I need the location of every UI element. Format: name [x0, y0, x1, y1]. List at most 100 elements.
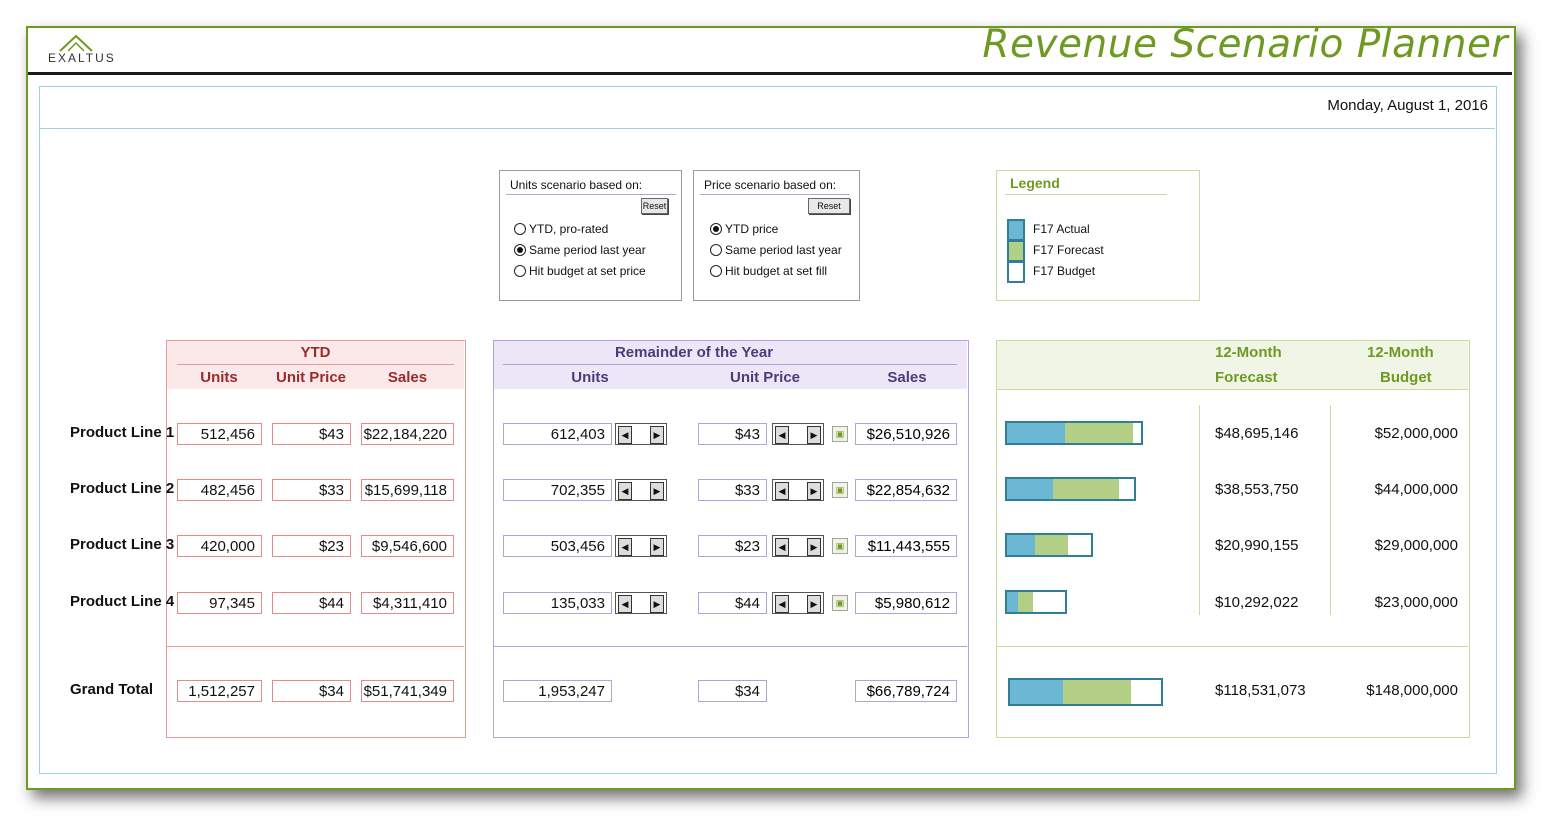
ytd-units-cell: 1,512,257 — [177, 680, 262, 702]
divider — [503, 364, 957, 365]
ytd-unit-price-cell: $43 — [272, 423, 351, 445]
spin-decrease-icon[interactable]: ◀ — [775, 538, 789, 556]
forecast-bar — [1005, 533, 1093, 557]
forecast-bar — [1005, 421, 1143, 445]
remainder-unit-price-input[interactable]: $43 — [698, 423, 767, 445]
budget-header-line1: 12-Month — [1367, 344, 1434, 361]
units-scenario-title: Units scenario based on: — [510, 178, 643, 192]
radio-selected-icon[interactable] — [514, 244, 526, 256]
remainder-units-input[interactable]: 503,456 — [503, 535, 612, 557]
units-stepper[interactable]: ◀ ▶ — [615, 479, 667, 501]
forecast-bar — [1005, 477, 1136, 501]
units-option-same-period[interactable]: Same period last year — [514, 241, 646, 259]
product-line-label: Product Line 3 — [70, 536, 175, 553]
divider — [1005, 194, 1167, 195]
lock-icon[interactable]: ▣ — [832, 538, 848, 554]
units-stepper[interactable]: ◀ ▶ — [615, 592, 667, 614]
forecast-value: $118,531,073 — [1215, 682, 1306, 699]
remainder-units-input[interactable]: 612,403 — [503, 423, 612, 445]
forecast-value: $38,553,750 — [1215, 481, 1299, 498]
units-stepper[interactable]: ◀ ▶ — [615, 535, 667, 557]
price-stepper[interactable]: ◀ ▶ — [772, 479, 824, 501]
actual-bar-fill — [1007, 479, 1053, 499]
remainder-units-header: Units — [571, 369, 609, 386]
remainder-sales-cell: $66,789,724 — [855, 680, 957, 702]
units-reset-button[interactable]: Reset — [641, 198, 668, 214]
remainder-unit-price-input[interactable]: $23 — [698, 535, 767, 557]
spin-decrease-icon[interactable]: ◀ — [618, 538, 632, 556]
spin-increase-icon[interactable]: ▶ — [807, 595, 821, 613]
ytd-unit-price-cell: $34 — [272, 680, 351, 702]
price-reset-button[interactable]: Reset — [808, 198, 850, 214]
forecast-value: $48,695,146 — [1215, 425, 1299, 442]
divider — [997, 389, 1468, 390]
lock-icon[interactable]: ▣ — [832, 595, 848, 611]
budget-value: $44,000,000 — [1374, 481, 1458, 498]
legend-label-actual: F17 Actual — [1033, 222, 1090, 236]
forecast-bar-fill — [1053, 479, 1119, 499]
forecast-header-line1: 12-Month — [1215, 344, 1282, 361]
spin-decrease-icon[interactable]: ◀ — [775, 482, 789, 500]
price-option-same-period[interactable]: Same period last year — [710, 241, 842, 259]
spin-increase-icon[interactable]: ▶ — [807, 538, 821, 556]
spin-increase-icon[interactable]: ▶ — [650, 595, 664, 613]
spin-decrease-icon[interactable]: ◀ — [618, 426, 632, 444]
budget-value: $148,000,000 — [1366, 682, 1458, 699]
spin-increase-icon[interactable]: ▶ — [807, 426, 821, 444]
ytd-sales-cell: $9,546,600 — [361, 535, 454, 557]
spin-decrease-icon[interactable]: ◀ — [618, 482, 632, 500]
content-panel — [39, 86, 1497, 774]
product-line-label: Product Line 1 — [70, 424, 175, 441]
units-scenario-panel: Units scenario based on: Reset YTD, pro-… — [499, 170, 682, 301]
remainder-sales-cell: $22,854,632 — [855, 479, 957, 501]
remainder-unit-price-input[interactable]: $33 — [698, 479, 767, 501]
current-date: Monday, August 1, 2016 — [1327, 97, 1488, 114]
units-option-ytd-prorated[interactable]: YTD, pro-rated — [514, 220, 608, 238]
ytd-unit-price-cell: $33 — [272, 479, 351, 501]
logo-mark-icon — [59, 34, 93, 52]
option-label: Same period last year — [529, 243, 646, 257]
budget-header-line2: Budget — [1380, 369, 1432, 386]
spin-increase-icon[interactable]: ▶ — [650, 426, 664, 444]
remainder-unit-price-input[interactable]: $44 — [698, 592, 767, 614]
column-divider — [1330, 405, 1331, 615]
spin-increase-icon[interactable]: ▶ — [807, 482, 821, 500]
divider — [506, 194, 676, 195]
units-option-hit-budget[interactable]: Hit budget at set price — [514, 262, 646, 280]
legend-swatch-forecast — [1007, 240, 1025, 262]
legend-label-budget: F17 Budget — [1033, 264, 1096, 278]
price-stepper[interactable]: ◀ ▶ — [772, 592, 824, 614]
price-option-hit-budget[interactable]: Hit budget at set fill — [710, 262, 827, 280]
legend-panel: Legend F17 Actual F17 Forecast F17 Budge… — [996, 170, 1200, 301]
price-option-ytd-price[interactable]: YTD price — [710, 220, 778, 238]
radio-icon[interactable] — [514, 265, 526, 277]
radio-icon[interactable] — [710, 265, 722, 277]
spin-increase-icon[interactable]: ▶ — [650, 538, 664, 556]
spin-decrease-icon[interactable]: ◀ — [775, 595, 789, 613]
product-line-label: Product Line 2 — [70, 480, 175, 497]
spin-decrease-icon[interactable]: ◀ — [618, 595, 632, 613]
legend-swatch-budget — [1007, 261, 1025, 283]
units-stepper[interactable]: ◀ ▶ — [615, 423, 667, 445]
remainder-sales-cell: $26,510,926 — [855, 423, 957, 445]
price-stepper[interactable]: ◀ ▶ — [772, 535, 824, 557]
radio-icon[interactable] — [710, 244, 722, 256]
forecast-bar-fill — [1063, 680, 1131, 704]
ytd-sales-cell: $15,699,118 — [361, 479, 454, 501]
forecast-bar-fill — [1065, 423, 1133, 443]
spin-increase-icon[interactable]: ▶ — [650, 482, 664, 500]
lock-icon[interactable]: ▣ — [832, 482, 848, 498]
remainder-units-input[interactable]: 702,355 — [503, 479, 612, 501]
forecast-value: $20,990,155 — [1215, 537, 1299, 554]
grand-total-label: Grand Total — [70, 681, 154, 698]
divider — [167, 646, 464, 647]
spin-decrease-icon[interactable]: ◀ — [775, 426, 789, 444]
remainder-sales-cell: $5,980,612 — [855, 592, 957, 614]
lock-icon[interactable]: ▣ — [832, 426, 848, 442]
ytd-sales-cell: $22,184,220 — [361, 423, 454, 445]
radio-icon[interactable] — [514, 223, 526, 235]
ytd-sales-cell: $4,311,410 — [361, 592, 454, 614]
price-stepper[interactable]: ◀ ▶ — [772, 423, 824, 445]
radio-selected-icon[interactable] — [710, 223, 722, 235]
remainder-units-input[interactable]: 135,033 — [503, 592, 612, 614]
